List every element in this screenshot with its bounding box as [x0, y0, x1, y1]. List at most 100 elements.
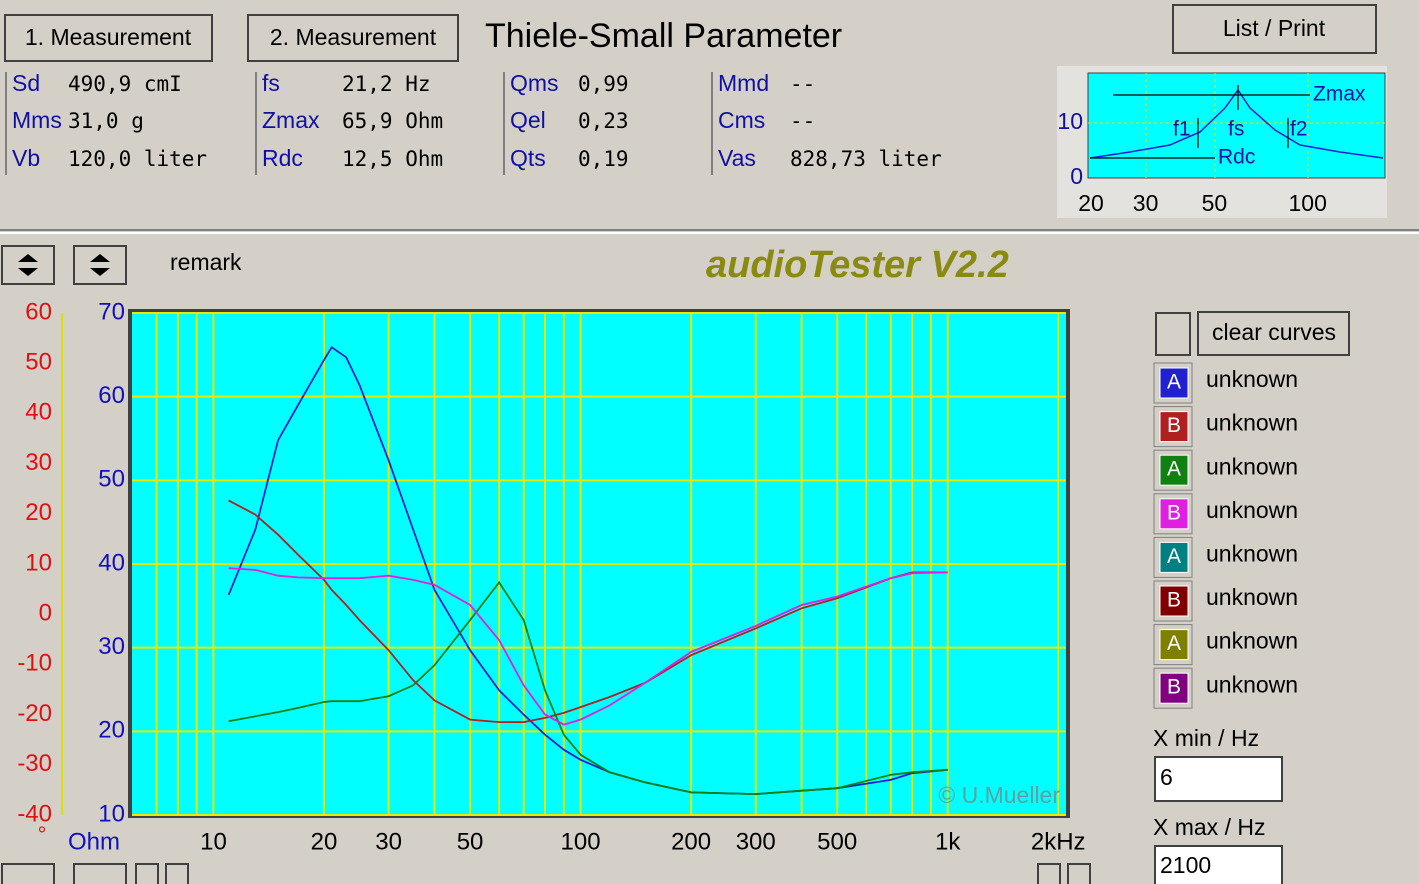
curve [228, 567, 948, 726]
legend-swatch [1159, 454, 1189, 486]
thumbnail-label: f1 [1173, 118, 1191, 141]
button-label[interactable]: List / Print [1223, 15, 1326, 41]
watermark: © U.Mueller [938, 782, 1060, 808]
y-tick-label: 50 [98, 466, 125, 493]
x-tick-label: 2kHz [1031, 828, 1086, 855]
thumbnail-y-tick: 0 [1070, 163, 1083, 189]
legend-swatch [1159, 541, 1189, 573]
y2-tick-label: 10 [25, 549, 52, 576]
scroll-button[interactable] [135, 863, 159, 884]
parameter-name: Mmd [718, 70, 769, 96]
parameter-name: Mms [12, 107, 62, 133]
legend-label: unknown [1206, 540, 1298, 566]
curve [228, 499, 948, 723]
legend-swatch [1159, 585, 1189, 617]
measurement-button[interactable] [247, 14, 459, 62]
parameter-value: 120,0 liter [68, 147, 207, 171]
spin-button[interactable] [1, 245, 55, 285]
input-label: X max / Hz [1153, 814, 1265, 840]
y2-tick-label: -20 [17, 700, 52, 727]
x-tick-label: 500 [817, 828, 857, 855]
measurement-button[interactable] [4, 14, 213, 62]
curve [228, 580, 948, 796]
y2-tick-label: -10 [17, 650, 52, 677]
parameter-name: fs [262, 70, 280, 96]
parameter-name: Zmax [262, 107, 320, 133]
x-tick-label: 100 [561, 828, 601, 855]
spin-arrows [18, 254, 38, 276]
legend-label: unknown [1206, 410, 1298, 436]
legend-label: unknown [1206, 584, 1298, 610]
scroll-button[interactable] [165, 863, 189, 884]
thumbnail-label: f2 [1290, 118, 1308, 141]
button-label[interactable]: clear curves [1212, 319, 1336, 345]
parameter-value: 31,0 g [68, 109, 144, 133]
thumbnail-grid [1088, 73, 1385, 178]
parameter-value: 21,2 Hz [342, 72, 431, 96]
legend-swatch [1159, 498, 1189, 530]
y-tick-label: 20 [98, 717, 125, 744]
legend-letter: B [1167, 414, 1181, 437]
scroll-button[interactable] [1037, 863, 1061, 884]
parameter-name: Vas [718, 145, 756, 171]
x-min-input[interactable] [1154, 756, 1283, 802]
parameter-value: 0,23 [578, 109, 629, 133]
x-max-value[interactable]: 2100 [1160, 852, 1211, 878]
legend-letter: B [1167, 501, 1181, 524]
scroll-button[interactable] [1067, 863, 1091, 884]
spin-button[interactable] [73, 245, 127, 285]
x-max-input[interactable] [1154, 845, 1283, 884]
x-tick-label: 300 [736, 828, 776, 855]
y-tick-label: 10 [98, 800, 125, 827]
legend-label: unknown [1206, 628, 1298, 654]
legend-label: unknown [1206, 453, 1298, 479]
y2-tick-label: 40 [25, 399, 52, 426]
y2-tick-label: -30 [17, 750, 52, 777]
spin-button[interactable] [1155, 312, 1191, 356]
parameter-name: Qms [510, 70, 559, 96]
parameter-value: 0,19 [578, 147, 629, 171]
y2-tick-label: -40 [17, 800, 52, 827]
parameter-name: Rdc [262, 145, 303, 171]
parameter-value: 490,9 cmI [68, 72, 182, 96]
parameter-value: -- [790, 109, 815, 133]
clear-curves-button[interactable] [1197, 311, 1350, 356]
list-print-button[interactable] [1172, 4, 1377, 54]
spin-arrows [90, 254, 110, 276]
parameter-value: -- [790, 72, 815, 96]
y2-tick-label: 0 [39, 600, 52, 627]
x-min-value[interactable]: 6 [1160, 764, 1173, 790]
legend-letter: B [1167, 676, 1181, 699]
y-tick-label: 70 [98, 298, 125, 325]
y2-tick-label: 20 [25, 499, 52, 526]
input-label: X min / Hz [1153, 725, 1259, 751]
legend-swatch [1159, 367, 1189, 399]
x-tick-label: 10 [200, 828, 227, 855]
thumbnail-label: Rdc [1218, 146, 1255, 169]
spin-button[interactable] [1, 863, 55, 884]
spin-button[interactable] [73, 863, 127, 884]
thumbnail-y-tick: 10 [1057, 108, 1083, 134]
parameter-name: Qts [510, 145, 546, 171]
y-tick-label: 40 [98, 549, 125, 576]
x-tick-label: 50 [457, 828, 484, 855]
y-tick-label: 60 [98, 382, 125, 409]
y-axis-label: Ohm [68, 828, 120, 855]
y2-tick-label: 30 [25, 449, 52, 476]
button-label[interactable]: 1. Measurement [25, 24, 192, 50]
legend-letter: B [1167, 589, 1181, 612]
legend-swatch [1159, 672, 1189, 704]
legend-label: unknown [1206, 671, 1298, 697]
button-label[interactable]: 2. Measurement [270, 24, 437, 50]
parameter-name: Cms [718, 107, 765, 133]
parameter-value: 0,99 [578, 72, 629, 96]
legend-swatch [1159, 629, 1189, 661]
thumbnail-markers [1090, 85, 1310, 159]
x-tick-label: 1k [935, 828, 961, 855]
parameter-name: Qel [510, 107, 546, 133]
panel-title: Thiele-Small Parameter [485, 17, 842, 55]
legend-letter: A [1167, 371, 1181, 394]
chart: 10 20 30 40 50 60 70 -40 -30 -20 -10 0 10 20 30 40 50 60 O… [17, 298, 1085, 855]
